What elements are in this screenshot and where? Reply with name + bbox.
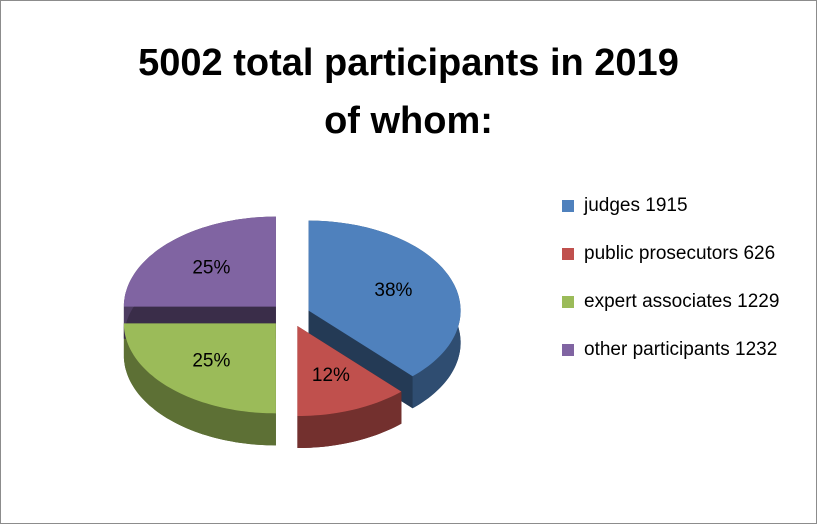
data-label: 38% — [374, 280, 412, 301]
slice — [297, 326, 402, 416]
legend-entry: public prosecutors 626 — [562, 238, 812, 269]
legend-entry: other participants 1232 — [562, 334, 812, 365]
chart-title: 5002 total participants in 2019 — [138, 42, 679, 84]
slice-rim — [123, 323, 276, 446]
legend-label: judges 1915 — [584, 195, 688, 216]
legend-swatch — [562, 296, 574, 308]
legend: judges 1915 public prosecutors 626 expert … — [562, 190, 812, 382]
data-label: 25% — [192, 351, 230, 372]
data-label: 12% — [312, 365, 350, 386]
legend-swatch — [562, 248, 574, 260]
legend-label: expert associates 1229 — [584, 291, 780, 312]
data-label: 25% — [192, 257, 230, 278]
legend-swatch — [562, 200, 574, 212]
legend-label: other participants 1232 — [584, 339, 778, 360]
legend-entry: expert associates 1229 — [562, 286, 812, 317]
legend-entry: judges 1915 — [562, 190, 812, 221]
slice — [123, 323, 276, 414]
slice — [123, 216, 276, 307]
pie-tops — [123, 216, 461, 416]
legend-label: public prosecutors 626 — [584, 243, 776, 264]
slice — [308, 220, 461, 377]
legend-swatch — [562, 344, 574, 356]
slice-rim — [297, 391, 402, 448]
chart-title: of whom: — [324, 100, 493, 142]
